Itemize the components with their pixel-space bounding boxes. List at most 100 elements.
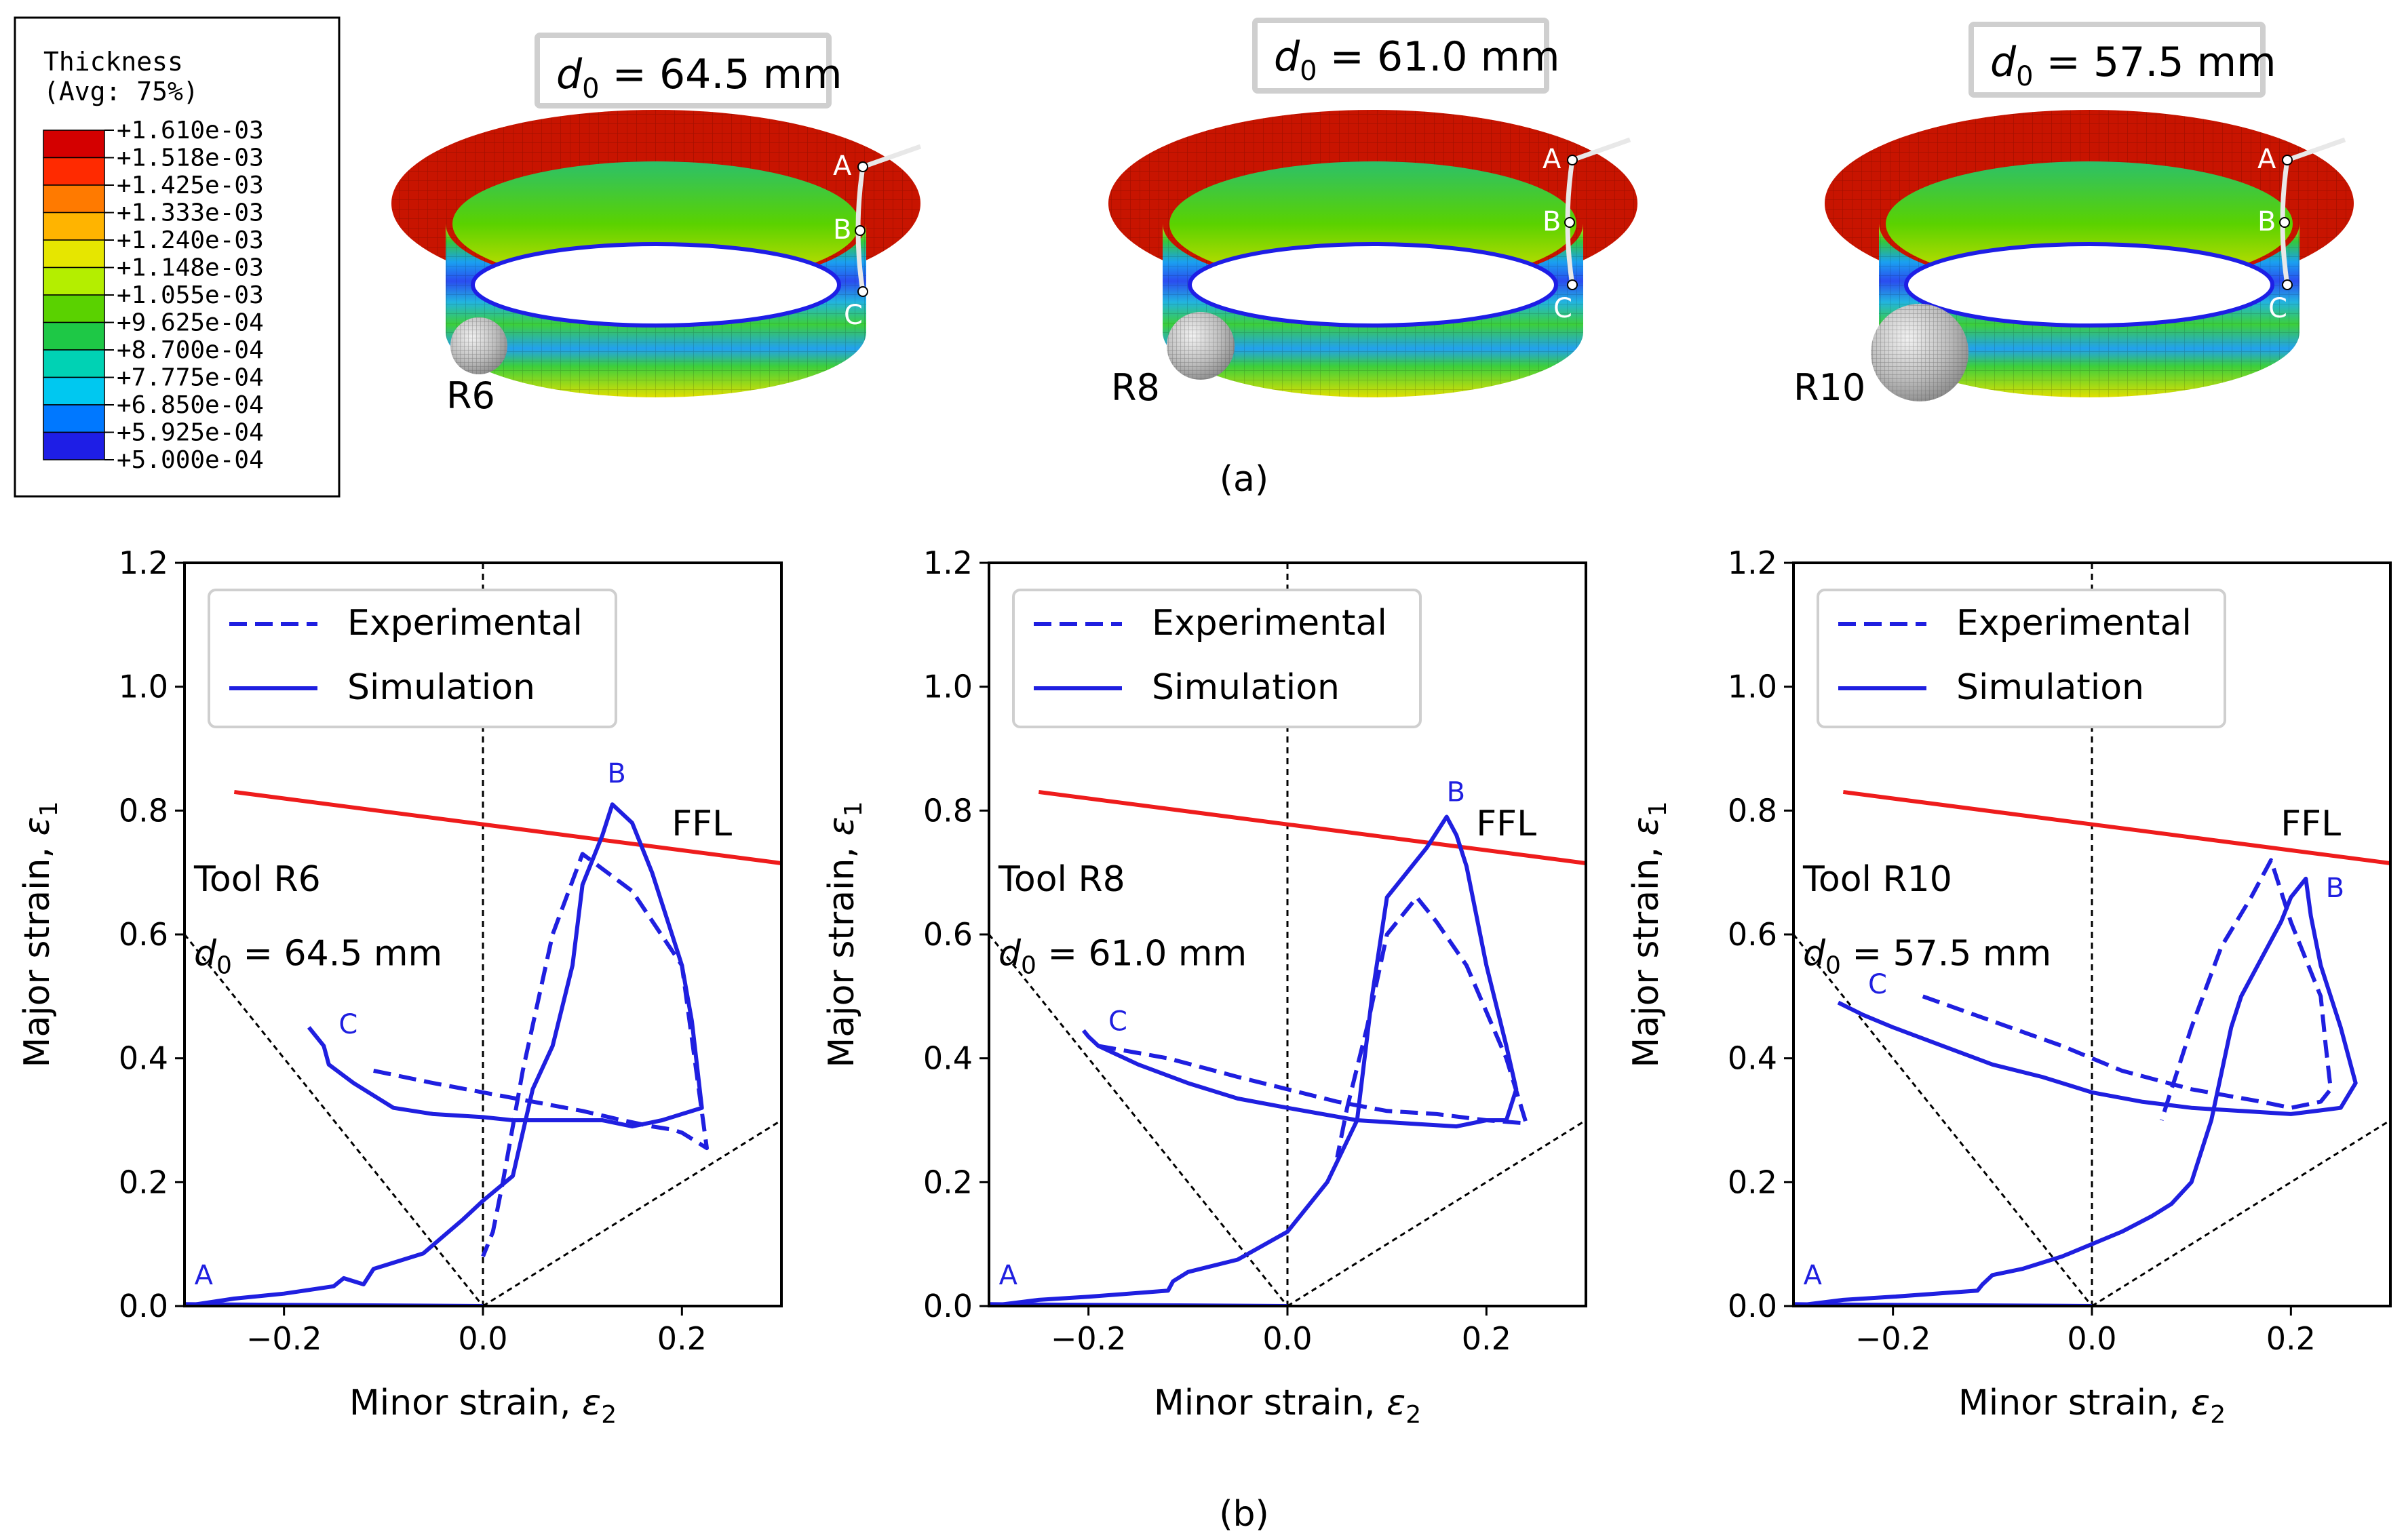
- path-point-label: C: [844, 300, 863, 331]
- y-tick-label: 1.2: [119, 545, 168, 581]
- colorbar-swatch: [43, 294, 105, 323]
- ring-inner-rim: [1904, 242, 2274, 328]
- tool-label: R8: [1111, 366, 1160, 409]
- y-tick-label: 0.4: [119, 1040, 168, 1077]
- path-point-marker: [1564, 217, 1575, 228]
- path-point-marker: [1567, 155, 1578, 165]
- y-tick-label: 1.0: [923, 669, 973, 705]
- legend: Experimental Simulation: [1817, 589, 2226, 728]
- uniaxial-guide: [185, 934, 484, 1306]
- diameter-sub: 0: [1825, 952, 1841, 980]
- diameter-value: = 57.5 mm: [1841, 934, 2051, 974]
- specimen-label-symbol: d: [1990, 39, 2017, 86]
- y-tick-label: 0.6: [119, 916, 168, 953]
- y-axis-label: Major strain, ε1: [821, 801, 868, 1067]
- simulation-series: [1793, 876, 2358, 1306]
- y-tick-label: 0.4: [1728, 1040, 1777, 1077]
- point-label: A: [1804, 1260, 1823, 1291]
- x-tick-label: 0.2: [2266, 1320, 2316, 1357]
- y-tick-label: 1.2: [923, 545, 973, 581]
- point-label: A: [195, 1260, 214, 1291]
- ring-specimen-2: AB C R8: [1108, 110, 1637, 409]
- colorbar-swatch: [43, 404, 105, 433]
- diameter-value: = 61.0 mm: [1036, 934, 1247, 974]
- y-axis-label-sub: 1: [1644, 801, 1672, 816]
- colorbar-level-label: +5.000e-04: [117, 446, 264, 474]
- y-tick-label: 0.6: [923, 916, 973, 953]
- diameter-value: = 64.5 mm: [232, 934, 442, 974]
- colorbar-level-label: +1.518e-03: [117, 144, 264, 172]
- point-label: C: [1868, 969, 1887, 1000]
- simulation-series: [185, 802, 704, 1306]
- colorbar-swatch: [43, 212, 105, 241]
- x-axis-label-symbol: ε: [2191, 1383, 2210, 1423]
- point-label: B: [607, 758, 625, 789]
- colorbar-swatch: [43, 239, 105, 269]
- simulation-series: [989, 814, 1519, 1306]
- x-axis-label: Minor strain, ε2: [1154, 1383, 1421, 1429]
- y-tick-label: 0.0: [1728, 1288, 1777, 1324]
- chart-1: A B C −0.2 0.0 0.2 0.0 0.2 0.4 0.6 0.8 1.0 1.2 Minor …: [17, 545, 783, 1429]
- y-axis-label: Major strain, ε1: [1626, 801, 1672, 1067]
- x-axis-label-symbol: ε: [582, 1383, 601, 1423]
- y-tick-label: 0.2: [923, 1164, 973, 1200]
- x-tick-label: 0.0: [458, 1320, 507, 1357]
- ring-inner-rim: [471, 242, 841, 328]
- experimental-series: [373, 852, 709, 1258]
- specimen-label-sub: 0: [2016, 61, 2033, 92]
- legend-simulation-label: Simulation: [1152, 667, 1340, 708]
- colorbar-level-label: +1.148e-03: [117, 254, 264, 282]
- path-point-marker: [2282, 279, 2293, 290]
- x-tick-label: −0.2: [246, 1320, 322, 1357]
- legend-experimental-label: Experimental: [1956, 603, 2192, 644]
- point-label: C: [1108, 1006, 1127, 1038]
- ffl-line: [1842, 789, 2390, 865]
- colorbar-level-label: +6.850e-04: [117, 391, 264, 419]
- panel-a-label: (a): [1220, 459, 1268, 500]
- path-point-marker: [2282, 155, 2293, 165]
- ffl-label: FFL: [672, 804, 732, 844]
- path-point-marker: [857, 286, 868, 297]
- x-axis-label-sub: 2: [2210, 1401, 2226, 1429]
- legend-simulation-label: Simulation: [347, 667, 535, 708]
- y-tick-label: 0.2: [1728, 1164, 1777, 1200]
- colorbar-level-label: +8.700e-04: [117, 336, 264, 364]
- panel-b-label: (b): [1219, 1494, 1269, 1535]
- legend-experimental-label: Experimental: [347, 603, 583, 644]
- y-tick-label: 1.0: [119, 669, 168, 705]
- specimen-label-box: d0 = 57.5 mm: [1968, 22, 2276, 98]
- specimen-1: d0 = 64.5 mm: [535, 33, 842, 108]
- y-tick-label: 0.0: [119, 1288, 168, 1324]
- diameter-symbol: d: [1803, 934, 1826, 974]
- biaxial-guide: [482, 1119, 781, 1306]
- y-tick-label: 1.2: [1728, 545, 1777, 581]
- path-point-marker: [857, 161, 868, 172]
- specimen-label-value: = 57.5 mm: [2034, 39, 2276, 86]
- y-tick-label: 0.6: [1728, 916, 1777, 953]
- diameter-sub: 0: [1021, 952, 1036, 980]
- diameter-annotation: d0 = 64.5 mm: [194, 934, 442, 980]
- legend: Experimental Simulation: [1012, 589, 1422, 728]
- colorbar-swatch: [43, 266, 105, 296]
- thickness-colorbar: Thickness (Avg: 75%) +1.610e-03+1.518e-0…: [14, 16, 341, 498]
- legend: Experimental Simulation: [208, 589, 617, 728]
- colorbar-swatch: [43, 431, 105, 460]
- specimen-label-value: = 64.5 mm: [600, 51, 842, 98]
- biaxial-guide: [1287, 1119, 1586, 1306]
- svg-text:d0 = 61.0 mm: d0 = 61.0 mm: [1274, 33, 1560, 87]
- svg-text:d0 = 57.5 mm: d0 = 57.5 mm: [1990, 39, 2276, 92]
- colorbar-level-label: +9.625e-04: [117, 309, 264, 337]
- tool-annotation: Tool R10: [1802, 859, 1952, 900]
- tool-label: R10: [1793, 366, 1865, 409]
- x-axis-label-sub: 2: [601, 1401, 617, 1429]
- colorbar-swatch: [43, 321, 105, 351]
- uniaxial-guide: [989, 934, 1289, 1306]
- specimen-2: d0 = 61.0 mm: [1252, 18, 1560, 94]
- path-point-marker: [1567, 279, 1578, 290]
- y-axis-label-sub: 1: [35, 801, 63, 816]
- x-axis-label-symbol: ε: [1386, 1383, 1405, 1423]
- biaxial-guide: [2091, 1119, 2390, 1306]
- ring-inner-rim: [1188, 242, 1558, 328]
